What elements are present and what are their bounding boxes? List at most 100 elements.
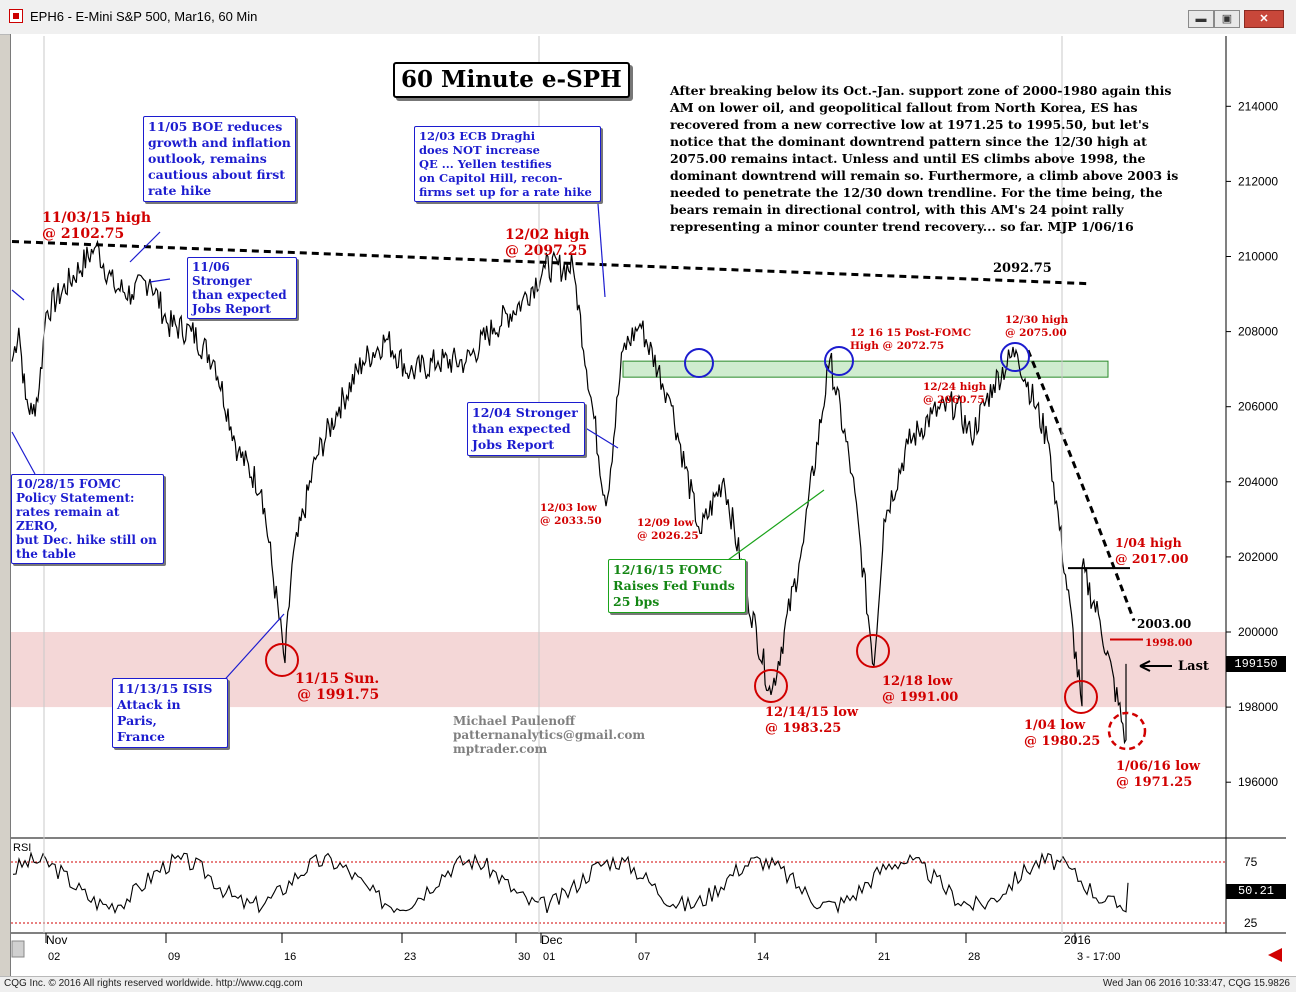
annot-line: Attack in Paris, <box>117 697 181 728</box>
pivot-low-circle <box>856 634 890 668</box>
time-tick-label: 16 <box>284 951 296 963</box>
rsi-line <box>12 851 1129 915</box>
rsi-value-box: 50.21 <box>1226 884 1286 899</box>
month-label: Dec <box>541 933 562 947</box>
annot-line: 12/16/15 FOMC <box>613 562 723 577</box>
pivot-low-circle <box>1064 680 1098 714</box>
annot-1-04-low: 1/04 low @ 1980.25 <box>1024 718 1100 750</box>
callout-line <box>149 278 171 283</box>
annot-12-18-low: 12/18 low @ 1991.00 <box>882 674 958 706</box>
annot-line: 12/14/15 low <box>765 705 859 720</box>
author-email: patternanalytics@gmail.com <box>453 728 646 742</box>
callout-line <box>727 489 825 561</box>
price-tick-label: 210000 <box>1238 250 1278 264</box>
annot-line: does NOT increase <box>419 143 540 157</box>
annot-line: than expected <box>472 421 571 436</box>
price-tick-label: 196000 <box>1238 775 1278 789</box>
annot-1998: 1998.00 <box>1145 637 1193 649</box>
annot-line: @ 1991.75 <box>297 687 380 703</box>
pivot-high-circle <box>684 348 714 378</box>
annot-12-14-low: 12/14/15 low @ 1983.25 <box>765 705 858 737</box>
minimize-button[interactable]: ▬ <box>1188 10 1214 28</box>
month-label: 2016 <box>1064 933 1091 947</box>
annot-11-03-high: 11/03/15 high @ 2102.75 <box>42 210 151 242</box>
callout-line <box>11 289 25 301</box>
annot-line: the table <box>16 547 76 561</box>
annot-line: 12/18 low <box>882 674 953 689</box>
annot-line: @ 2097.25 <box>505 243 588 259</box>
status-bar: CQG Inc. © 2016 All rights reserved worl… <box>0 976 1296 992</box>
annot-line: 12/24 high <box>923 381 987 393</box>
app-icon <box>9 9 23 23</box>
annot-line: 12/03 low <box>540 502 597 514</box>
time-tick-label: 14 <box>757 951 769 963</box>
annot-post-fomc-high: 12 16 15 Post-FOMC High @ 2072.75 <box>850 327 971 353</box>
last-label: Last <box>1178 659 1209 674</box>
annot-line: Jobs Report <box>192 302 271 316</box>
annot-line: 1/04 low <box>1024 718 1086 733</box>
annot-line: 12/09 low <box>637 517 694 529</box>
callout-line <box>578 423 619 449</box>
annot-boe: 11/05 BOE reduces growth and inflation o… <box>143 116 296 202</box>
annot-line: Policy Statement: <box>16 491 135 505</box>
annot-12-09-low: 12/09 low @ 2026.25 <box>637 517 699 543</box>
pivot-low-circle <box>754 669 788 703</box>
annot-line: 12 16 15 Post-FOMC <box>850 327 972 339</box>
time-tick-label: 02 <box>48 951 60 963</box>
annot-line: Raises Fed Funds <box>613 578 735 593</box>
commentary-text: After breaking below its Oct.-Jan. suppo… <box>670 83 1179 234</box>
author-credit: Michael Paulenoff patternanalytics@gmail… <box>453 714 645 756</box>
scroll-right-arrow-icon[interactable] <box>1268 948 1282 962</box>
price-line <box>11 239 1127 745</box>
annot-line: 12/02 high <box>505 227 590 243</box>
annot-1-06-16-low: 1/06/16 low @ 1971.25 <box>1116 759 1200 791</box>
window-title: EPH6 - E-Mini S&P 500, Mar16, 60 Min <box>30 9 258 24</box>
annot-line: but Dec. hike still on <box>16 533 157 547</box>
price-tick-label: 202000 <box>1238 550 1278 564</box>
annot-line: @ 1983.25 <box>765 721 842 736</box>
close-button[interactable]: ✕ <box>1244 10 1284 28</box>
price-tick-label: 198000 <box>1238 700 1278 714</box>
annot-isis: 11/13/15 ISIS Attack in Paris, France <box>112 678 228 748</box>
restore-button[interactable]: ▣ <box>1214 10 1240 28</box>
annot-line: Jobs Report <box>472 437 555 452</box>
last-arrow-icon <box>1139 660 1172 672</box>
annot-line: cautious about first <box>148 167 286 182</box>
annot-line: 11/05 BOE reduces <box>148 119 283 134</box>
annot-line: 11/06 Stronger <box>192 260 252 288</box>
rsi-tick-label: 25 <box>1244 916 1258 930</box>
annot-12-03-low: 12/03 low @ 2033.50 <box>540 502 602 528</box>
annot-ecb-draghi: 12/03 ECB Draghi does NOT increase QE ..… <box>414 126 601 202</box>
time-tick-label: 23 <box>404 951 416 963</box>
annot-12-24-high: 12/24 high @ 2060.75 <box>923 381 986 407</box>
rsi-tick-label: 75 <box>1244 855 1258 869</box>
month-label: Nov <box>46 933 67 947</box>
annot-line: @ 2033.50 <box>540 515 602 527</box>
annot-line: 11/15 Sun. <box>295 671 380 687</box>
annot-line: on Capitol Hill, recon- <box>419 171 563 185</box>
time-tick-label: 09 <box>168 951 180 963</box>
new-low-circle <box>1107 711 1147 751</box>
annot-line: France <box>117 729 165 744</box>
annot-line: 12/03 ECB Draghi <box>419 129 536 143</box>
annot-10-28-fomc: 10/28/15 FOMC Policy Statement: rates re… <box>11 474 164 564</box>
annot-line: @ 1991.00 <box>882 690 959 705</box>
time-tick-label: 07 <box>638 951 650 963</box>
author-name: Michael Paulenoff <box>453 714 575 728</box>
pivot-high-circle <box>1000 342 1030 372</box>
annot-line: 11/03/15 high <box>42 210 152 226</box>
short-downtrend-line <box>1026 349 1136 622</box>
annot-line: firms set up for a rate hike <box>419 185 592 199</box>
annot-12-30-high: 12/30 high @ 2075.00 <box>1005 314 1068 340</box>
time-tick-label: 01 <box>543 951 555 963</box>
callout-line <box>129 231 161 263</box>
annot-line: 1/04 high <box>1115 535 1182 550</box>
annot-line: than expected <box>192 288 287 302</box>
annot-line: @ 2075.00 <box>1005 327 1067 339</box>
price-tick-label: 208000 <box>1238 325 1278 339</box>
annot-line: @ 2017.00 <box>1115 551 1189 566</box>
price-tick-label: 200000 <box>1238 625 1278 639</box>
annot-line: growth and inflation <box>148 135 291 150</box>
pivot-low-circle <box>265 643 299 677</box>
